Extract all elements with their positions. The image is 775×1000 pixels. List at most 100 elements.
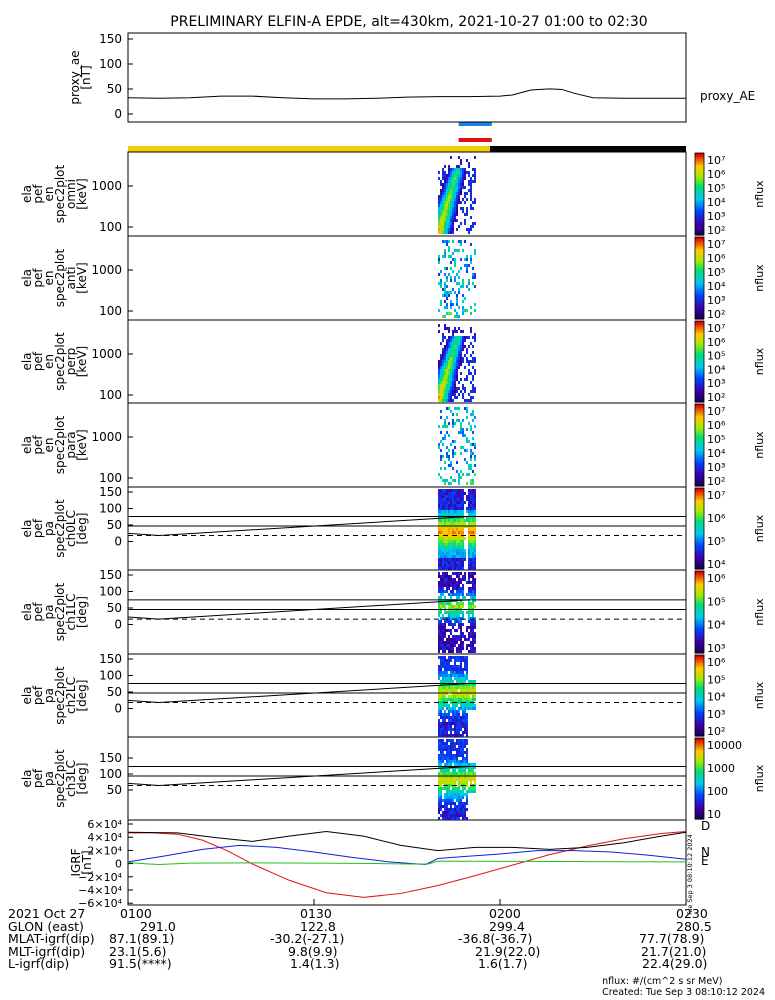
spectrogram-pixel (450, 623, 452, 626)
spectrogram-pixel (462, 584, 464, 587)
axes-layer: 150100500proxy_ae[nT]proxy_AE1000100elap… (20, 32, 755, 917)
spectrogram-pixel (450, 519, 452, 522)
colorbar-segment (695, 189, 704, 193)
spectrogram-pixel (452, 504, 454, 507)
spectrogram-pixel (456, 584, 458, 587)
y-tick-label: 100 (99, 57, 122, 71)
spectrogram-pixel (458, 760, 460, 763)
spectrogram-pixel (446, 537, 448, 540)
spectrogram-pixel (452, 186, 454, 189)
spectrogram-pixel (464, 638, 466, 641)
spectrogram-pixel (454, 378, 456, 381)
spectrogram-pixel (448, 716, 450, 719)
spectrogram-pixel (444, 731, 446, 734)
spectrogram-pixel (448, 273, 450, 276)
spectrogram-pixel (440, 665, 442, 668)
y-axis-label: ela (20, 185, 34, 203)
y-tick-label: 100 (99, 304, 122, 318)
footer-value: 0100 (120, 906, 152, 921)
spectrogram-pixel (462, 552, 464, 555)
spectrogram-pixel (452, 790, 454, 793)
colorbar-tick-label: 10⁴ (707, 363, 726, 376)
colorbar-segment (695, 492, 704, 495)
spectrogram-pixel (470, 680, 472, 683)
colorbar-segment (695, 475, 704, 479)
y-axis-label: ch2LC (64, 677, 78, 714)
spectrogram-pixel (456, 638, 458, 641)
spectrogram-pixel (440, 802, 442, 805)
spectrogram-pixel (454, 384, 456, 387)
spectrogram-pixel (442, 294, 444, 297)
spectrogram-pixel (458, 716, 460, 719)
spectrogram-pixel (462, 540, 464, 543)
spectrogram-pixel (466, 754, 468, 757)
y-axis-label: spec2plot (53, 582, 67, 641)
colorbar-segment (695, 155, 704, 158)
spectrogram-pixel (446, 455, 448, 458)
spectrogram-pixel (474, 360, 476, 363)
spectrogram-pixel (470, 354, 472, 357)
spectrogram-pixel (440, 207, 442, 210)
spectrogram-pixel (450, 793, 452, 796)
spectrogram-pixel (442, 479, 444, 482)
spectrogram-pixel (466, 410, 468, 413)
spectrogram-pixel (448, 168, 450, 171)
colorbar-segment (695, 806, 704, 810)
spectrogram-pixel (472, 766, 474, 769)
spectrogram-pixel (458, 742, 460, 745)
spectrogram-pixel (448, 399, 450, 402)
spectrogram-pixel (472, 602, 474, 605)
spectrogram-pixel (456, 522, 458, 525)
spectrogram-pixel (462, 796, 464, 799)
colorbar-segment (695, 780, 704, 784)
colorbar-segment (695, 544, 704, 548)
spectrogram-pixel (454, 354, 456, 357)
spectrogram-pixel (468, 581, 470, 584)
colorbar-segment (695, 218, 704, 222)
spectrogram-pixel (446, 222, 448, 225)
spectrogram-pixel (448, 165, 450, 168)
spectrogram-pixel (462, 757, 464, 760)
spectrogram-pixel (440, 769, 442, 772)
spectrogram-pixel (468, 228, 470, 231)
colorbar-segment (695, 750, 704, 753)
y-tick-label: 150 (99, 751, 122, 765)
spectrogram-pixel (446, 728, 448, 731)
spectrogram-pixel (450, 796, 452, 799)
spectrogram-pixel (448, 390, 450, 393)
spectrogram-pixel (440, 584, 442, 587)
spectrogram-pixel (462, 763, 464, 766)
spectrogram-pixel (450, 531, 452, 534)
colorbar-segment (695, 697, 704, 701)
spectrogram-pixel (450, 540, 452, 543)
spectrogram-pixel (458, 201, 460, 204)
spectrogram-pixel (444, 719, 446, 722)
spectrogram-pixel (442, 605, 444, 608)
spectrogram-pixel (462, 504, 464, 507)
spectrogram-pixel (458, 528, 460, 531)
colorbar-segment (695, 701, 704, 705)
spectrogram-pixel (474, 650, 476, 653)
spectrogram-pixel (444, 231, 446, 234)
spectrogram-pixel (438, 309, 440, 312)
spectrogram-pixel (462, 555, 464, 558)
spectrogram-pixel (450, 555, 452, 558)
colorbar-segment (695, 347, 704, 350)
spectrogram-pixel (450, 461, 452, 464)
colorbar-segment (695, 601, 704, 605)
spectrogram-pa-ch1 (438, 572, 476, 653)
spectrogram-pixel (456, 342, 458, 345)
spectrogram-pixel (448, 507, 450, 510)
spectrogram-pixel (454, 440, 456, 443)
spectrogram-pixel (448, 680, 450, 683)
colorbar-segment (695, 648, 704, 652)
spectrogram-pixel (466, 728, 468, 731)
spectrogram-pixel (438, 626, 440, 629)
spectrogram-pixel (450, 216, 452, 219)
spectrogram-pixel (440, 772, 442, 775)
spectrogram-pixel (438, 745, 440, 748)
spectrogram-pixel (462, 686, 464, 689)
colorbar-segment (695, 679, 704, 682)
spectrogram-pixel (448, 510, 450, 513)
spectrogram-pixel (442, 567, 444, 570)
